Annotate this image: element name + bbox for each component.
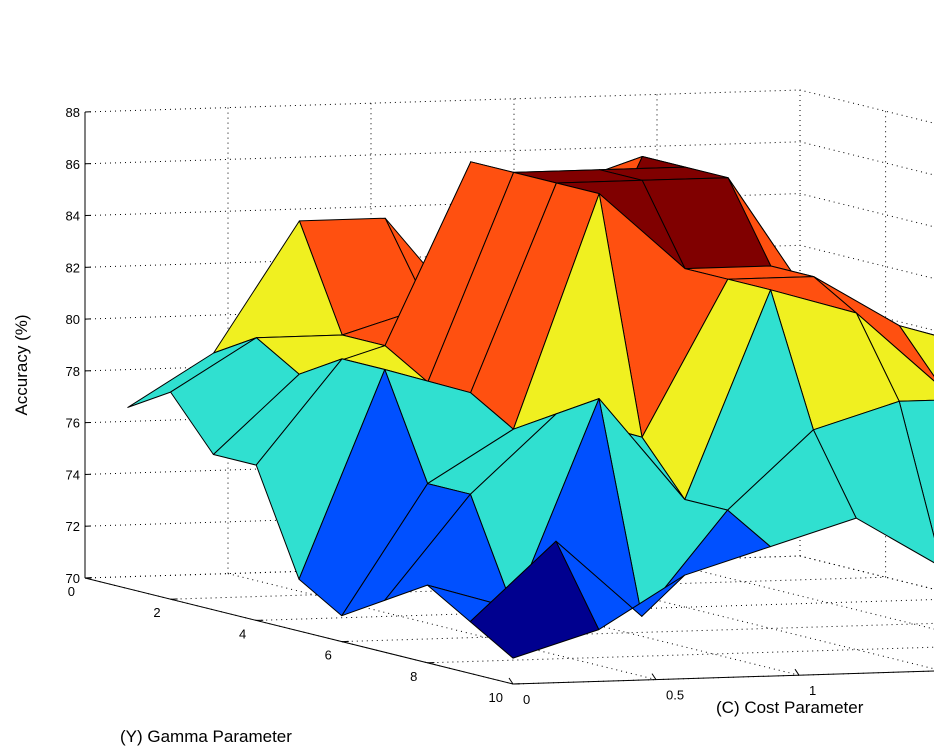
surface-patch [469,540,600,659]
y-tick-label: 8 [410,669,417,684]
z-tick-label: 74 [66,467,80,482]
x-floor-gridline [799,555,934,590]
axis-line [512,670,934,685]
z-tick-label: 70 [66,571,80,586]
x-tick [794,668,800,676]
y-floor-gridline [341,622,934,643]
z-gridline [84,141,934,176]
x-tick [651,673,657,680]
y-axis-title: (Y) Gamma Parameter [120,727,292,746]
z-tick-label: 86 [66,157,80,172]
z-tick-label: 88 [66,105,80,120]
x-floor-gridline [227,573,657,681]
x-floor-gridline [656,559,934,630]
x-tick [508,677,514,685]
x-tick-label: 0.5 [666,688,684,703]
z-tick-label: 82 [66,260,80,275]
x-tick-label: 0 [523,692,530,707]
x-floor-gridline [513,564,934,670]
z-tick-label: 78 [66,364,80,379]
z-tick-label: 84 [66,209,80,224]
x-axis-title: (C) Cost Parameter [716,698,864,717]
z-tick-label: 76 [66,416,80,431]
z-tick-label: 72 [66,519,80,534]
y-tick-label: 4 [239,626,246,641]
z-gridline [84,193,934,228]
surface [127,156,934,659]
z-axis-title: Accuracy (%) [12,314,31,415]
y-tick-label: 6 [325,648,332,663]
z-tick-label: 80 [66,312,80,327]
y-tick-label: 10 [489,690,503,705]
axis-line [84,577,514,685]
y-tick-label: 2 [153,605,160,620]
y-tick-label: 0 [68,584,75,599]
x-tick-label: 1 [809,683,816,698]
